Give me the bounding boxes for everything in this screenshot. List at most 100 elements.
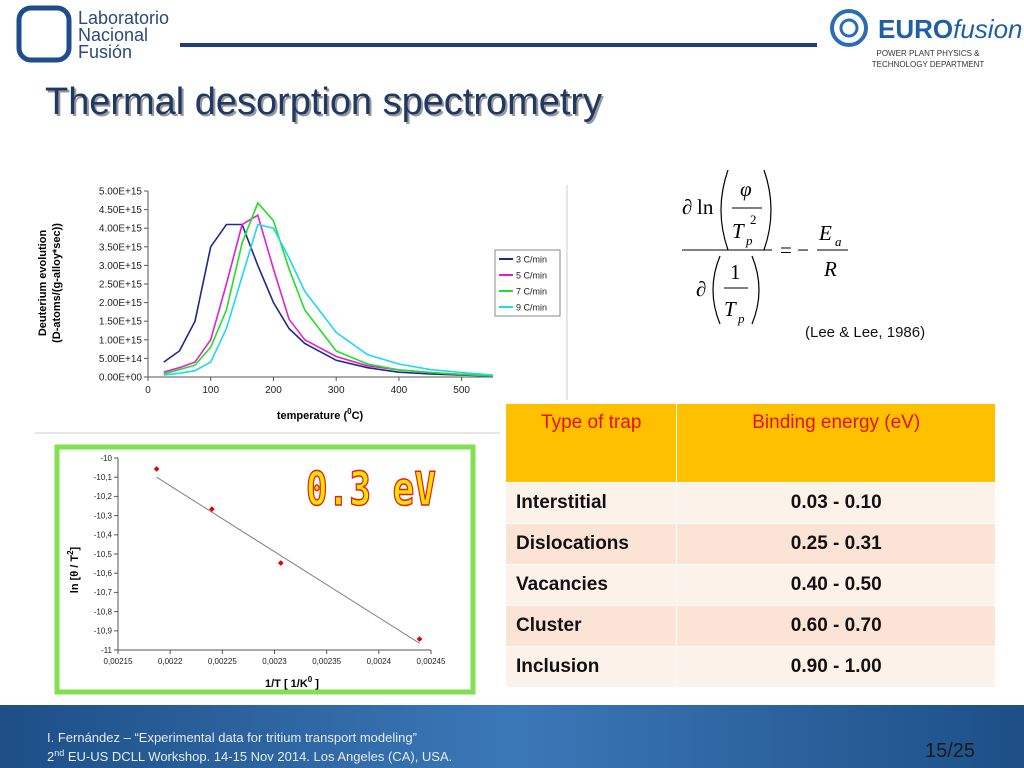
x-tick-label: 400 <box>391 385 408 396</box>
eq-symbol: T <box>732 219 745 243</box>
x-tick-label: 300 <box>328 385 345 396</box>
x-tick-label: 0,00245 <box>417 657 446 666</box>
y-tick-label: -10,9 <box>94 627 113 636</box>
x-tick-label: 100 <box>202 385 219 396</box>
x-tick-label: 0,0022 <box>158 657 183 666</box>
department: POWER PLANT PHYSICS & <box>877 49 981 58</box>
eq-symbol: p <box>737 311 745 326</box>
point <box>153 466 160 472</box>
x-tick-label: 0,0024 <box>367 657 392 666</box>
lab-logo-text: Nacional <box>78 25 148 45</box>
table-cell: Dislocations <box>504 523 678 565</box>
header-cell: Binding energy (eV) <box>676 403 996 483</box>
eq-symbol: 1 <box>730 260 741 284</box>
footer-sup: nd <box>54 748 64 758</box>
paren <box>763 169 772 251</box>
x-axis-label: 1/T [ 1/K0 ] <box>265 675 319 690</box>
point <box>416 636 423 642</box>
title: Thermal desorption spectrometry <box>45 81 602 123</box>
point <box>277 560 284 566</box>
legend-label: 3 C/min <box>516 255 547 265</box>
x-tick-label: 0,00215 <box>104 657 133 666</box>
legend-label: 7 C/min <box>516 287 547 297</box>
y-tick-label: 1.00E+15 <box>99 335 143 346</box>
table-cell: Cluster <box>504 605 678 647</box>
chart-frame <box>54 444 476 695</box>
series-line <box>163 213 494 377</box>
table-cell: 0.60 - 0.70 <box>676 605 996 647</box>
label-sup: 0 <box>308 675 313 684</box>
title-shadow: Thermal desorption spectrometry <box>47 83 604 125</box>
y-tick-label: 1.50E+15 <box>99 317 143 328</box>
series-line <box>163 201 494 377</box>
x-axis-label: temperature (0C) <box>277 407 364 422</box>
footer-part: EU-US DCLL Workshop. 14-15 Nov 2014. Los… <box>64 749 452 764</box>
citation: (Lee & Lee, 1986) <box>805 324 925 341</box>
eq-symbol: = − <box>780 238 809 262</box>
eq-symbol: E <box>818 221 832 245</box>
y-tick-label: -10,7 <box>94 588 113 597</box>
y-axis-label: ln [θ / T2] <box>66 546 81 593</box>
lab-logo-text: Fusión <box>78 42 132 62</box>
fusion: fusion <box>953 14 1022 44</box>
eq-symbol: ∂ <box>682 195 692 219</box>
table-cell: 0.25 - 0.31 <box>676 523 996 565</box>
footer-line: 2nd EU-US DCLL Workshop. 14-15 Nov 2014.… <box>47 748 452 764</box>
y-tick-label: -10,3 <box>94 511 113 520</box>
trap-table: Type of trap Binding energy (eV) Interst… <box>504 403 996 688</box>
y-tick-label: 2.00E+15 <box>99 298 143 309</box>
label-part: ] <box>69 546 81 550</box>
header-row: Type of trap Binding energy (eV) <box>504 403 996 483</box>
label-sup: 0 <box>347 407 352 416</box>
y-tick-label: 4.50E+15 <box>99 205 143 216</box>
fit-line <box>156 476 420 644</box>
legend-label: 9 C/min <box>516 303 547 313</box>
y-tick-label: -10,8 <box>94 607 113 616</box>
y-tick-label: -10,2 <box>94 492 113 501</box>
y-tick-label: 5.00E+14 <box>99 354 143 365</box>
eq-symbol: ln <box>697 195 714 219</box>
table-row: Interstitial 0.03 - 0.10 <box>504 482 996 524</box>
table-row: Cluster 0.60 - 0.70 <box>504 605 996 647</box>
legend-box <box>494 249 561 317</box>
eurofusion-mark <box>839 18 859 38</box>
eq-symbol: 2 <box>750 212 757 227</box>
x-tick-label: 0,00235 <box>312 657 341 666</box>
y-axis-label: (D-atoms/(g-alloy*sec)) <box>51 223 63 343</box>
y-tick-label: -10,1 <box>94 473 113 482</box>
y-tick-label: -11 <box>101 646 113 655</box>
label-part: ] <box>312 678 319 690</box>
x-tick-label: 0,00225 <box>208 657 237 666</box>
table-row: Inclusion 0.90 - 1.00 <box>504 646 996 688</box>
annotation: 0.3 eV <box>306 462 436 516</box>
eq-symbol: a <box>835 234 842 249</box>
y-tick-label: -10,6 <box>94 569 113 578</box>
table-row: Dislocations 0.25 - 0.31 <box>504 523 996 565</box>
label-part: temperature ( <box>277 410 348 422</box>
y-tick-label: 0.00E+00 <box>99 373 143 384</box>
eurofusion-logo: EUROfusion <box>878 14 1023 44</box>
y-tick-label: 3.00E+15 <box>99 261 143 272</box>
euro: EURO <box>878 14 953 44</box>
eq-symbol: T <box>724 297 737 321</box>
x-tick-label: 0 <box>145 385 151 396</box>
table-cell: Inclusion <box>504 646 678 688</box>
y-tick-label: 2.50E+15 <box>99 280 143 291</box>
department: TECHNOLOGY DEPARTMENT <box>872 60 985 69</box>
footer-part: 2 <box>47 749 54 764</box>
table-cell: 0.90 - 1.00 <box>676 646 996 688</box>
x-tick-label: 0,0023 <box>262 657 287 666</box>
y-tick-label: 5.00E+15 <box>99 187 143 198</box>
footer-band <box>0 705 1024 768</box>
paren <box>712 255 721 325</box>
lab-logo-text: Laboratorio <box>78 8 169 28</box>
paren <box>720 169 729 251</box>
y-axis-label: Deuterium evolution <box>37 230 49 337</box>
eq-symbol: p <box>745 233 753 248</box>
paren <box>751 255 760 325</box>
eq-symbol: φ <box>740 177 752 201</box>
series-line <box>163 223 494 377</box>
header-cell: Type of trap <box>504 403 678 483</box>
